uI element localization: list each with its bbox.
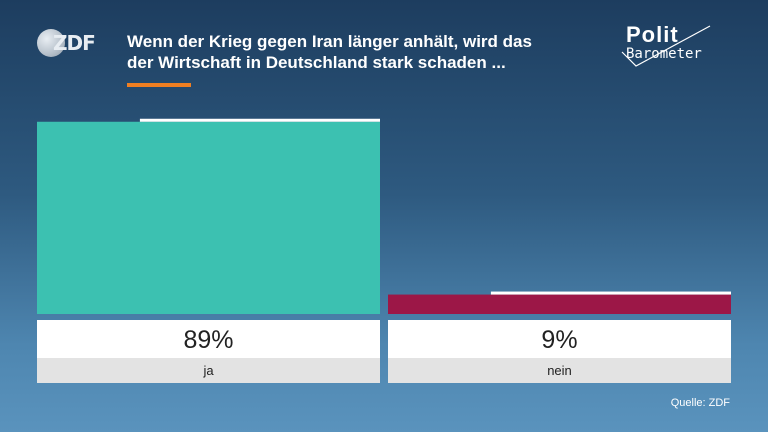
source-note: Quelle: ZDF — [670, 397, 730, 409]
zdf-logo: ZDF — [37, 29, 96, 59]
title-accent-line — [127, 83, 191, 87]
previous-marker-nein — [490, 291, 731, 295]
previous-marker-ja — [139, 118, 380, 122]
value-label-nein: 9% — [541, 326, 577, 354]
brand-polit: Polit — [626, 22, 679, 47]
value-label-box-nein — [388, 320, 731, 358]
value-label-ja: 89% — [183, 326, 233, 354]
bar-nein — [388, 294, 731, 314]
zdf-logo-text: ZDF — [53, 31, 96, 55]
brand-barometer: Barometer — [626, 46, 702, 62]
value-label-box-ja — [37, 320, 380, 358]
title-line-1: Wenn der Krieg gegen Iran länger anhält,… — [127, 32, 532, 51]
politbarometer-logo: Polit Barometer — [612, 22, 722, 70]
zdf-logo-icon — [37, 29, 65, 57]
category-box-ja — [37, 358, 380, 383]
category-label-ja: ja — [202, 363, 214, 378]
category-box-nein — [388, 358, 731, 383]
title-line-2: der Wirtschaft in Deutschland stark scha… — [127, 53, 506, 72]
category-label-nein: nein — [547, 363, 572, 378]
checkmark-icon — [621, 25, 711, 67]
chart-title: Wenn der Krieg gegen Iran länger anhält,… — [127, 31, 597, 73]
bar-ja — [37, 121, 380, 314]
